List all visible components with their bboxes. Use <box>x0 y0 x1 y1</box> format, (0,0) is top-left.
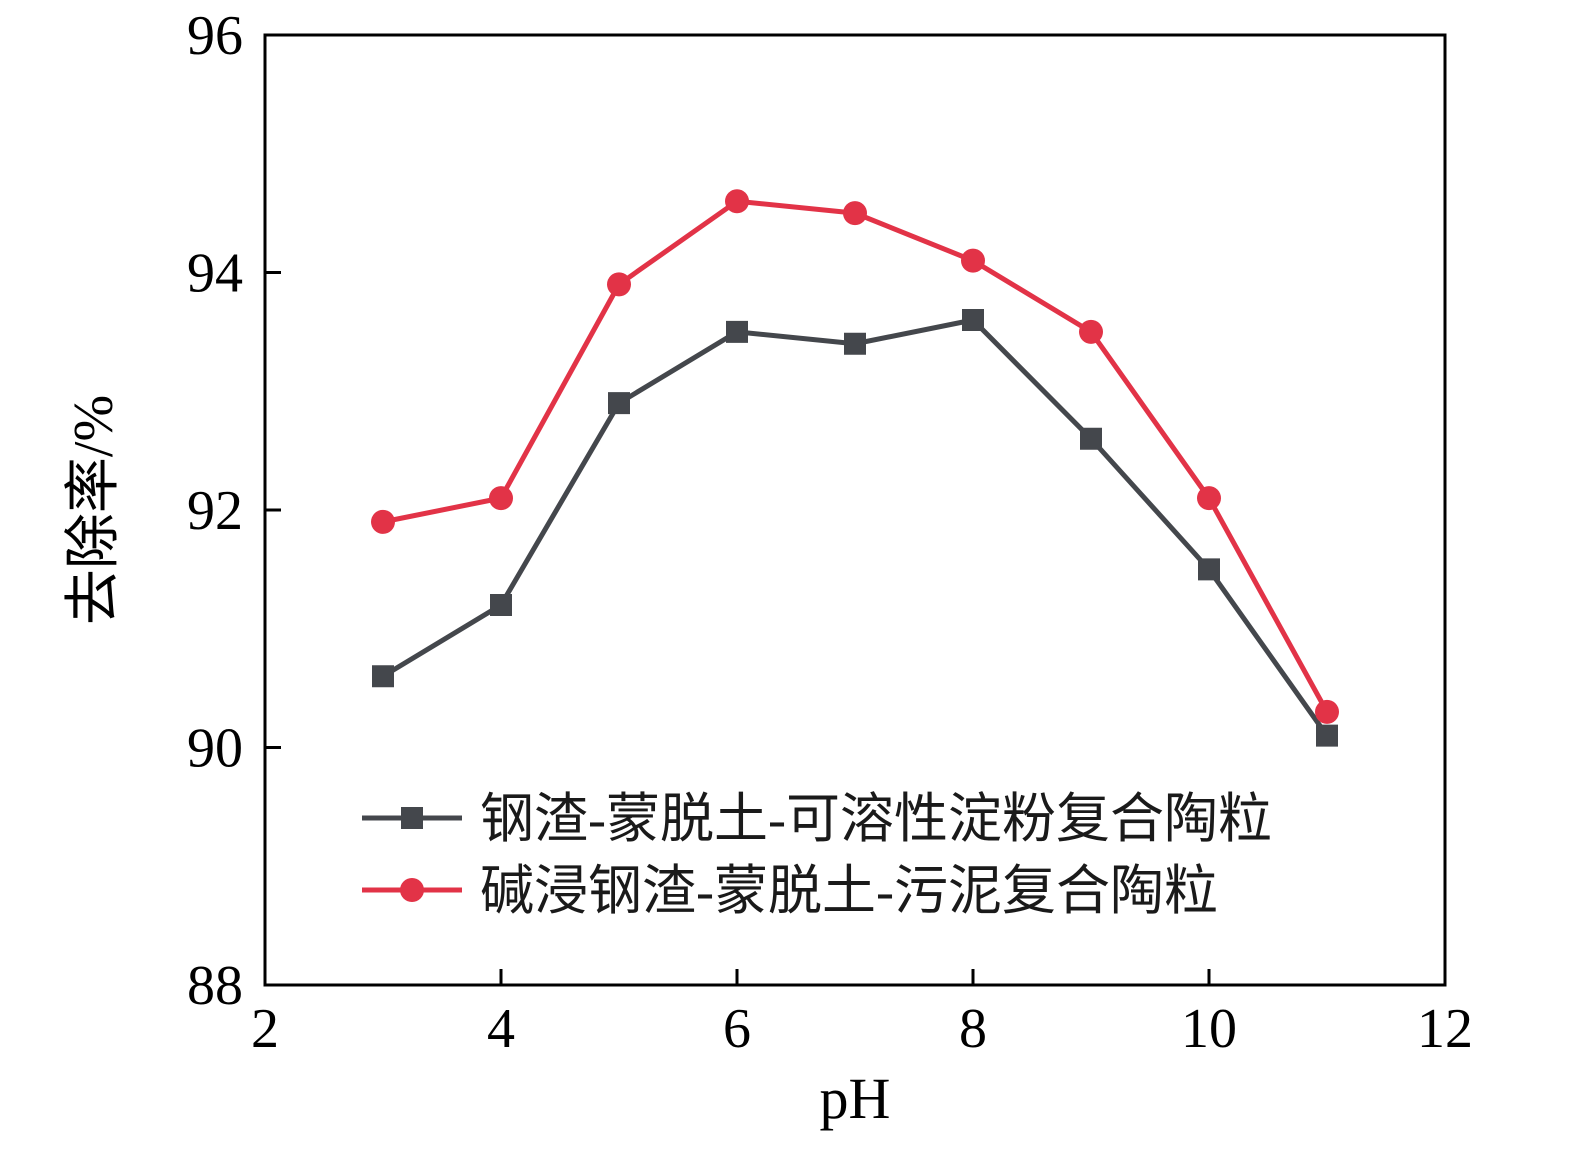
legend-marker-1 <box>400 878 424 902</box>
legend-marker-0 <box>401 807 423 829</box>
data-point-marker-1 <box>489 486 513 511</box>
data-point-marker-0 <box>490 594 512 616</box>
legend-item-0: 钢渣-蒙脱土-可溶性淀粉复合陶粒 <box>362 789 1272 849</box>
series-line-1 <box>382 198 1330 714</box>
data-point-marker-1 <box>961 248 985 273</box>
data-point-marker-1 <box>1079 319 1103 344</box>
y-tick-label: 94 <box>187 243 243 305</box>
x-tick-label: 10 <box>1181 998 1237 1060</box>
x-tick-label: 4 <box>487 998 515 1060</box>
data-point-marker-0 <box>962 309 984 331</box>
data-point-marker-0 <box>372 665 394 688</box>
data-point-marker-1 <box>1197 486 1221 511</box>
y-tick-label: 96 <box>187 5 243 67</box>
x-tick-label: 6 <box>723 998 751 1060</box>
y-tick-label: 88 <box>187 955 243 1017</box>
data-point-marker-1 <box>607 272 631 297</box>
data-point-marker-0 <box>1316 724 1338 747</box>
data-point-marker-0 <box>726 320 748 343</box>
x-axis-label: pH <box>820 1066 891 1131</box>
y-axis-label: 去除率/% <box>63 395 125 625</box>
data-point-marker-1 <box>725 189 749 214</box>
legend-label-1: 碱浸钢渣-蒙脱土-污泥复合陶粒 <box>480 861 1218 921</box>
data-point-marker-1 <box>371 509 395 534</box>
y-tick-label: 90 <box>187 718 243 780</box>
x-tick-label: 12 <box>1417 998 1473 1060</box>
data-point-marker-1 <box>1315 699 1339 724</box>
legend-label-0: 钢渣-蒙脱土-可溶性淀粉复合陶粒 <box>480 789 1272 849</box>
y-tick-label: 92 <box>187 480 243 542</box>
data-point-marker-0 <box>608 392 630 415</box>
data-point-marker-1 <box>843 201 867 226</box>
x-tick-label: 8 <box>959 998 987 1060</box>
data-point-marker-0 <box>1198 558 1220 581</box>
series-line-0 <box>381 317 1330 738</box>
legend-item-1: 碱浸钢渣-蒙脱土-污泥复合陶粒 <box>362 861 1218 921</box>
data-point-marker-0 <box>844 332 866 355</box>
x-tick-label: 2 <box>251 998 279 1060</box>
data-point-marker-0 <box>1080 427 1102 450</box>
axis-ticks: 2 4 6 8 10 12 88 90 92 94 96 <box>187 5 1473 1060</box>
data-series <box>371 189 1339 747</box>
